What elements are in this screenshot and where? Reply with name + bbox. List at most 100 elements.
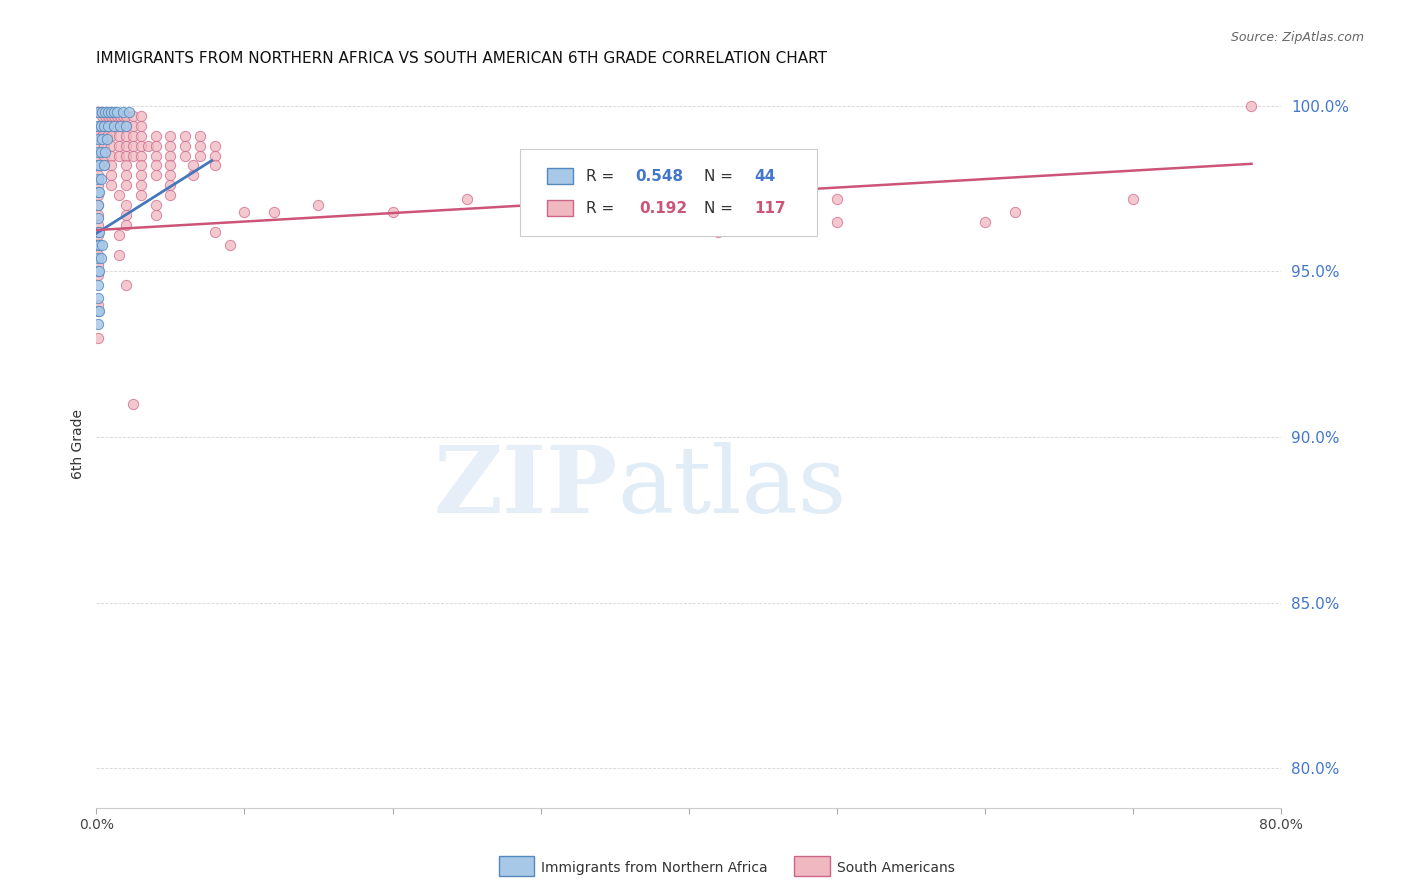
Point bbox=[218, 238, 240, 252]
Text: atlas: atlas bbox=[617, 442, 846, 533]
Point bbox=[159, 128, 181, 143]
Point bbox=[129, 119, 152, 133]
Point bbox=[111, 105, 134, 120]
Point bbox=[91, 238, 114, 252]
Point bbox=[145, 138, 167, 153]
Point bbox=[87, 128, 110, 143]
Point bbox=[825, 215, 848, 229]
Point bbox=[181, 158, 204, 172]
Point bbox=[136, 138, 159, 153]
Point bbox=[89, 238, 111, 252]
Point bbox=[603, 215, 626, 229]
Point bbox=[100, 138, 122, 153]
Point bbox=[89, 264, 111, 278]
Point bbox=[159, 169, 181, 183]
Point bbox=[115, 119, 138, 133]
Point bbox=[115, 198, 138, 212]
Bar bbox=[547, 169, 572, 185]
Text: IMMIGRANTS FROM NORTHERN AFRICA VS SOUTH AMERICAN 6TH GRADE CORRELATION CHART: IMMIGRANTS FROM NORTHERN AFRICA VS SOUTH… bbox=[97, 51, 827, 66]
Point bbox=[1240, 99, 1263, 113]
Point bbox=[129, 158, 152, 172]
Point bbox=[174, 128, 197, 143]
Point bbox=[181, 169, 204, 183]
Point bbox=[87, 304, 110, 318]
Point bbox=[115, 169, 138, 183]
Point bbox=[100, 105, 122, 120]
Point bbox=[159, 138, 181, 153]
Point bbox=[1122, 192, 1144, 206]
Point bbox=[87, 258, 110, 272]
Point bbox=[115, 218, 138, 232]
Point bbox=[87, 277, 110, 292]
Point bbox=[100, 128, 122, 143]
Point bbox=[87, 268, 110, 282]
Point bbox=[129, 188, 152, 202]
Point bbox=[129, 148, 152, 162]
Point bbox=[87, 198, 110, 212]
Point bbox=[381, 204, 404, 219]
Point bbox=[87, 105, 110, 120]
Text: Source: ZipAtlas.com: Source: ZipAtlas.com bbox=[1230, 31, 1364, 45]
Point bbox=[100, 148, 122, 162]
Point bbox=[188, 148, 211, 162]
Point bbox=[100, 109, 122, 123]
Point bbox=[89, 185, 111, 199]
Point bbox=[159, 188, 181, 202]
Point bbox=[825, 192, 848, 206]
Point bbox=[115, 119, 138, 133]
Point bbox=[103, 119, 125, 133]
Point bbox=[115, 128, 138, 143]
Point bbox=[87, 132, 110, 146]
Point bbox=[89, 105, 111, 120]
Point bbox=[90, 105, 112, 120]
Point bbox=[94, 145, 117, 160]
Point bbox=[159, 148, 181, 162]
Point bbox=[145, 148, 167, 162]
Point bbox=[87, 119, 110, 133]
Point bbox=[93, 158, 115, 172]
Point bbox=[204, 158, 226, 172]
Point bbox=[93, 119, 115, 133]
Point bbox=[108, 119, 131, 133]
Point bbox=[87, 238, 110, 252]
Point bbox=[87, 185, 110, 199]
Point bbox=[107, 248, 129, 262]
Y-axis label: 6th Grade: 6th Grade bbox=[72, 409, 86, 479]
Point bbox=[87, 291, 110, 305]
Point bbox=[93, 158, 115, 172]
Point bbox=[107, 148, 129, 162]
Point bbox=[87, 331, 110, 345]
Point bbox=[94, 105, 117, 120]
Text: 0.192: 0.192 bbox=[638, 201, 688, 216]
Point bbox=[108, 109, 131, 123]
Point bbox=[129, 109, 152, 123]
Point bbox=[122, 119, 145, 133]
Point bbox=[233, 204, 256, 219]
Point bbox=[87, 148, 110, 162]
Point bbox=[87, 218, 110, 232]
Text: R =: R = bbox=[586, 201, 624, 216]
Point bbox=[204, 138, 226, 153]
Point bbox=[129, 178, 152, 193]
Text: R =: R = bbox=[586, 169, 619, 184]
Point bbox=[87, 251, 110, 265]
Text: 44: 44 bbox=[754, 169, 775, 184]
Point bbox=[115, 158, 138, 172]
Text: South Americans: South Americans bbox=[837, 861, 955, 875]
Point bbox=[145, 198, 167, 212]
Point bbox=[118, 105, 141, 120]
Point bbox=[87, 158, 110, 172]
Text: N =: N = bbox=[704, 169, 738, 184]
Point bbox=[115, 178, 138, 193]
Point bbox=[87, 169, 110, 183]
Point bbox=[204, 148, 226, 162]
Text: 0.548: 0.548 bbox=[636, 169, 683, 184]
Point bbox=[108, 119, 131, 133]
Point bbox=[308, 198, 330, 212]
Point bbox=[96, 132, 118, 146]
Point bbox=[115, 208, 138, 222]
Point bbox=[87, 248, 110, 262]
Point bbox=[129, 138, 152, 153]
Point bbox=[87, 188, 110, 202]
Bar bbox=[547, 201, 572, 217]
